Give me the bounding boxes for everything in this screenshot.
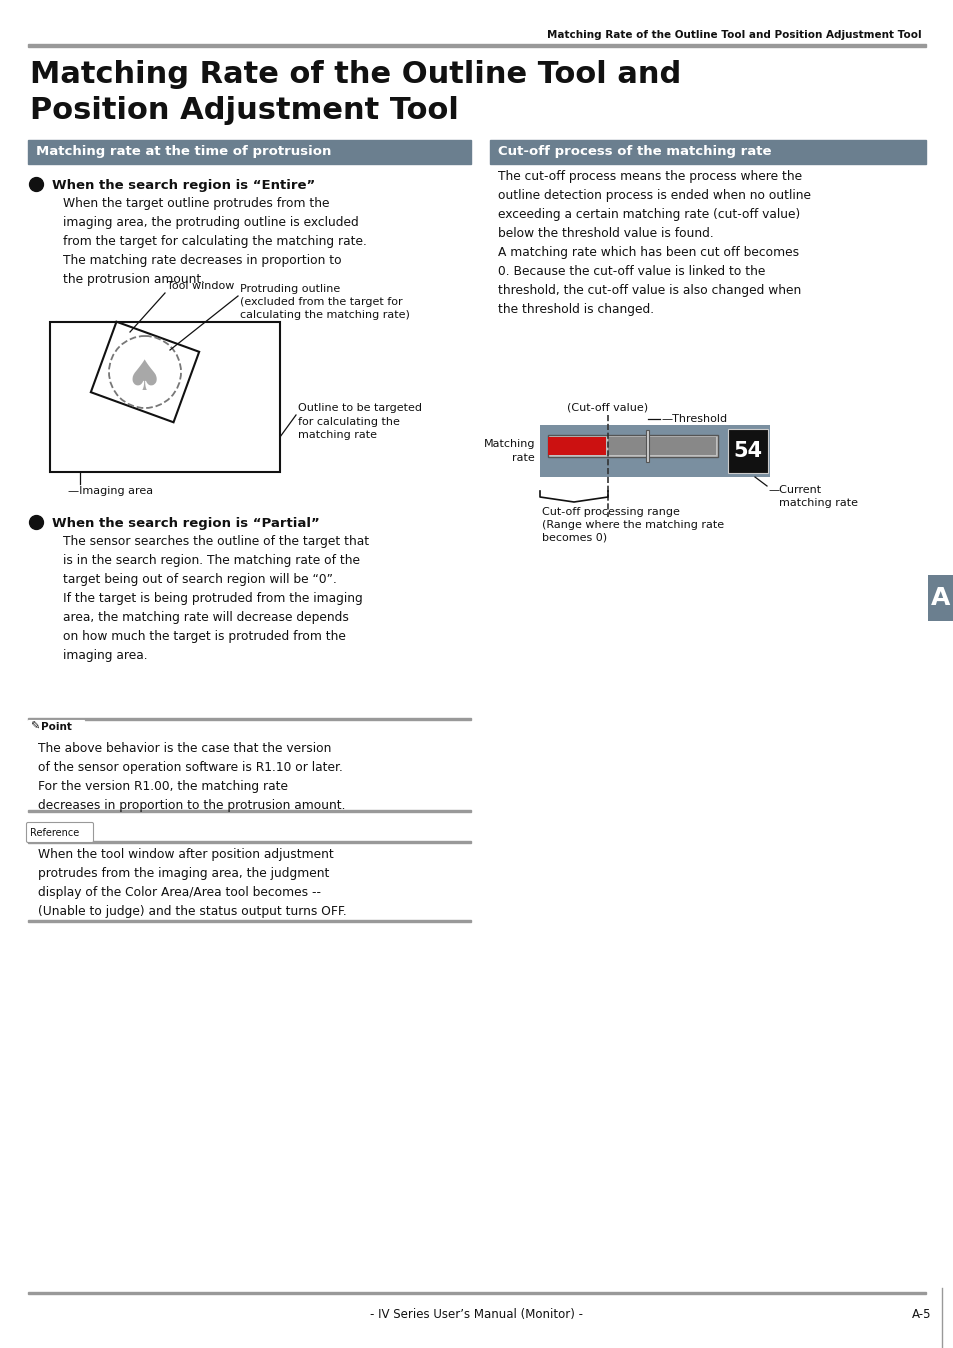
Bar	[539, 425, 769, 477]
Bar	[28, 44, 925, 46]
Text: for calculating the: for calculating the	[297, 417, 399, 427]
Text: matching rate: matching rate	[297, 430, 376, 439]
Text: When the search region is “Entire”: When the search region is “Entire”	[52, 179, 314, 191]
Text: Matching Rate of the Outline Tool and: Matching Rate of the Outline Tool and	[30, 61, 680, 89]
Text: (Range where the matching rate: (Range where the matching rate	[541, 520, 723, 530]
Text: ✎: ✎	[30, 723, 39, 732]
Bar	[547, 435, 718, 457]
Bar	[28, 919, 471, 922]
Text: (excluded from the target for: (excluded from the target for	[240, 297, 402, 307]
Text: When the tool window after position adjustment
protrudes from the imaging area, : When the tool window after position adju…	[38, 848, 346, 918]
Text: Matching
rate: Matching rate	[483, 439, 535, 462]
Text: Protruding outline: Protruding outline	[240, 284, 340, 294]
Text: becomes 0): becomes 0)	[541, 532, 606, 543]
Bar	[28, 140, 471, 164]
Text: - IV Series User’s Manual (Monitor) -: - IV Series User’s Manual (Monitor) -	[370, 1308, 583, 1321]
Text: —Current: —Current	[767, 485, 821, 495]
Text: calculating the matching rate): calculating the matching rate)	[240, 310, 410, 319]
Text: matching rate: matching rate	[779, 497, 857, 508]
Text: The above behavior is the case that the version
of the sensor operation software: The above behavior is the case that the …	[38, 741, 345, 811]
Text: Point: Point	[41, 723, 71, 732]
Text: The cut-off process means the process where the
outline detection process is end: The cut-off process means the process wh…	[497, 170, 810, 315]
Bar	[490, 140, 925, 164]
Text: ♠: ♠	[125, 357, 163, 399]
Bar	[50, 322, 280, 472]
Text: A: A	[930, 586, 950, 611]
Text: Outline to be targeted: Outline to be targeted	[297, 403, 421, 412]
Bar	[28, 810, 471, 811]
Bar	[646, 430, 649, 462]
Text: —Imaging area: —Imaging area	[68, 487, 153, 496]
Bar	[927, 576, 953, 621]
FancyBboxPatch shape	[27, 822, 93, 842]
Text: Matching rate at the time of protrusion: Matching rate at the time of protrusion	[36, 146, 331, 159]
Text: Reference: Reference	[30, 828, 79, 837]
Text: (Cut-off value): (Cut-off value)	[567, 403, 648, 412]
Bar	[607, 437, 716, 456]
Bar	[547, 437, 605, 456]
Text: A-5: A-5	[911, 1308, 930, 1321]
Bar	[28, 718, 471, 720]
Text: The sensor searches the outline of the target that
is in the search region. The : The sensor searches the outline of the t…	[63, 535, 369, 662]
Text: Tool window: Tool window	[167, 280, 234, 291]
Text: When the search region is “Partial”: When the search region is “Partial”	[52, 518, 319, 530]
Bar	[28, 1291, 925, 1294]
Text: Cut-off processing range: Cut-off processing range	[541, 507, 679, 518]
Text: Cut-off process of the matching rate: Cut-off process of the matching rate	[497, 146, 771, 159]
Bar	[727, 429, 767, 473]
Polygon shape	[91, 322, 199, 422]
Text: Position Adjustment Tool: Position Adjustment Tool	[30, 96, 458, 125]
Text: Matching Rate of the Outline Tool and Position Adjustment Tool: Matching Rate of the Outline Tool and Po…	[547, 30, 921, 40]
Text: —Threshold: —Threshold	[660, 414, 726, 425]
Bar	[28, 720, 84, 737]
Text: When the target outline protrudes from the
imaging area, the protruding outline : When the target outline protrudes from t…	[63, 197, 367, 286]
Bar	[28, 841, 471, 842]
Text: 54: 54	[733, 441, 761, 461]
